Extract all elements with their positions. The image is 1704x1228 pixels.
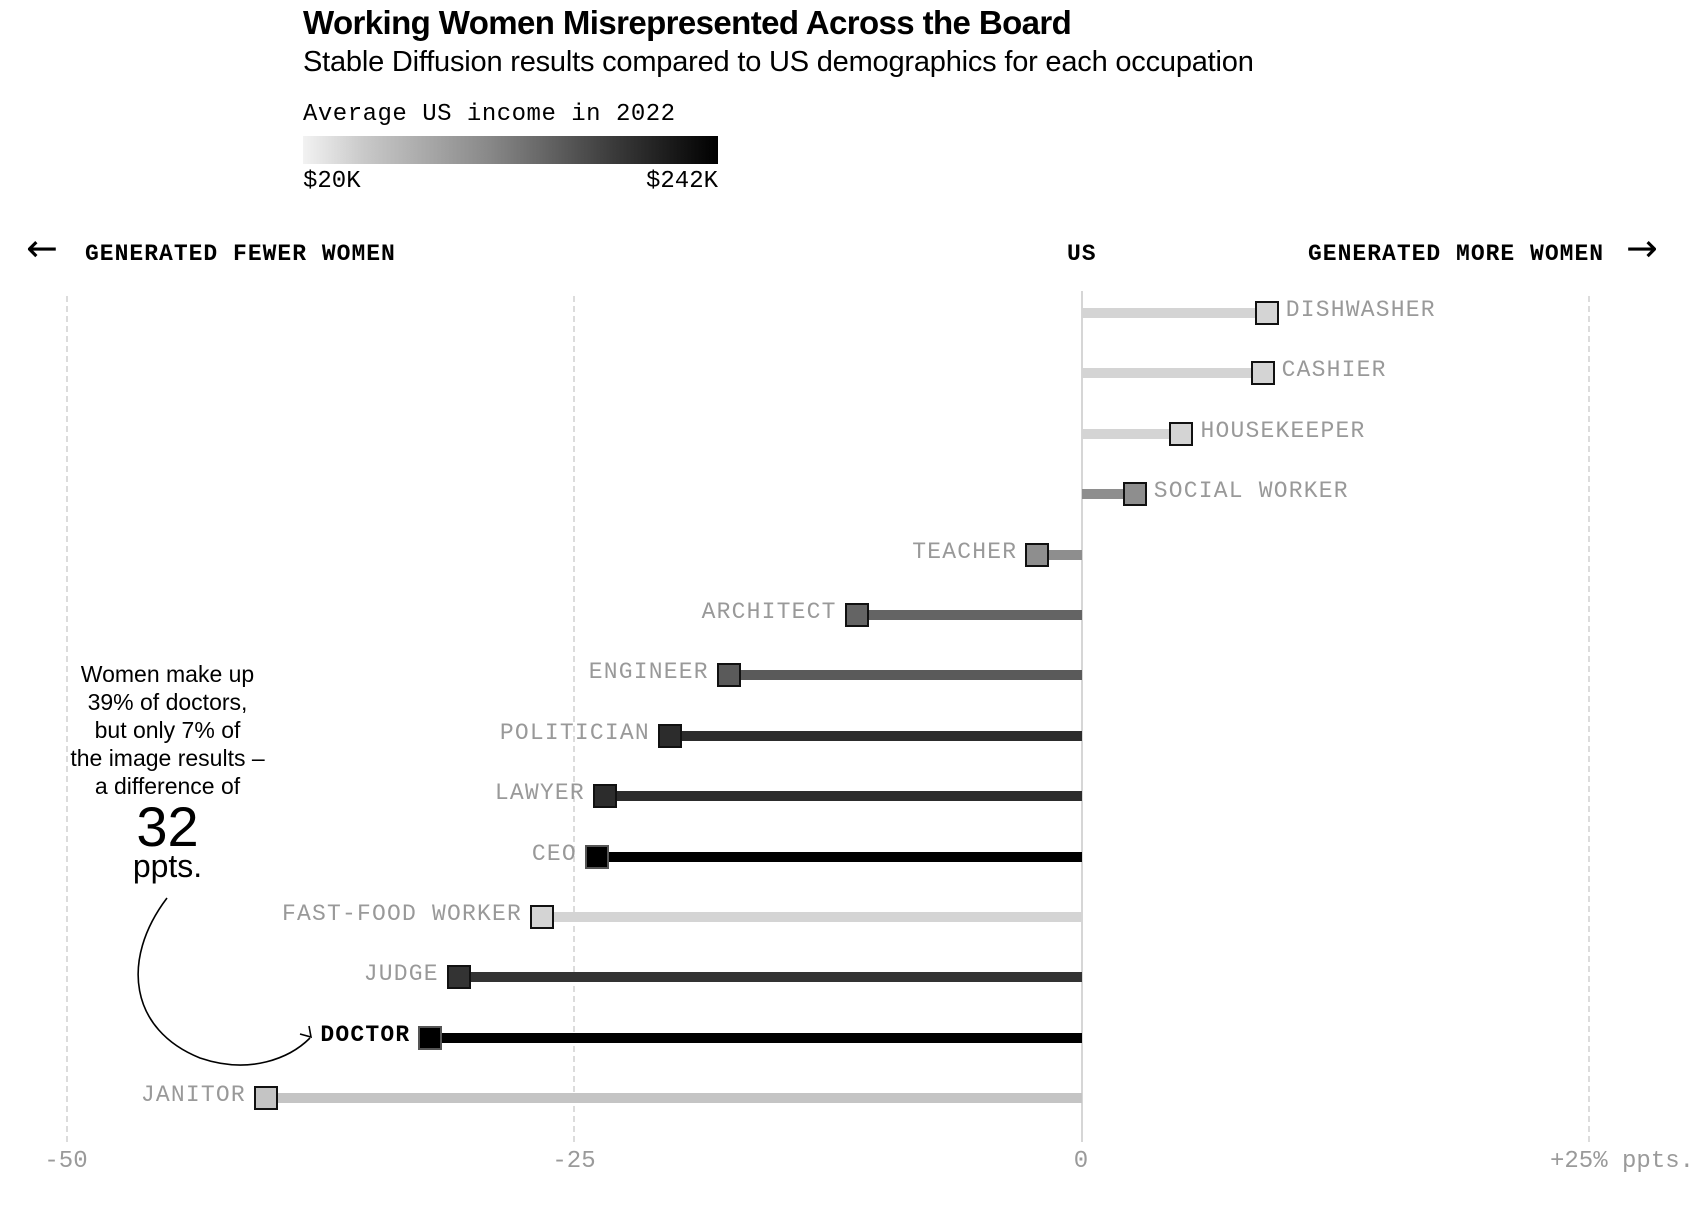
annotation-unit: ppts. [132, 848, 203, 884]
occupation-label: ARCHITECT [701, 599, 837, 625]
occupation-label: ENGINEER [588, 659, 709, 685]
bar [430, 1033, 1082, 1043]
occupation-label: CASHIER [1281, 357, 1387, 383]
gridline-minus-50 [66, 296, 68, 1142]
more-women-label: GENERATED MORE WOMEN [1308, 241, 1605, 267]
bar [856, 610, 1082, 620]
x-tick-minus-50: -50 [44, 1148, 88, 1175]
annotation-line: the image results – [70, 745, 265, 771]
occupation-label: HOUSEKEEPER [1200, 418, 1366, 444]
legend-max-label: $242K [645, 168, 718, 195]
income-gradient-legend [303, 136, 718, 164]
bar [669, 731, 1082, 741]
occupation-label: CEO [531, 841, 577, 867]
gridline-plus-25 [1588, 296, 1590, 1142]
data-point-marker [418, 1026, 443, 1050]
annotation-big-number: 32 [136, 795, 199, 858]
x-tick-plus-25: +25% ppts. [1550, 1148, 1695, 1175]
bar [458, 972, 1082, 982]
data-point-marker [1169, 422, 1194, 446]
us-baseline-label: US [1067, 241, 1097, 267]
occupation-label: JANITOR [140, 1082, 246, 1108]
data-point-marker [1250, 361, 1275, 385]
occupation-label: DISHWASHER [1285, 297, 1436, 323]
fewer-women-label: GENERATED FEWER WOMEN [85, 241, 396, 267]
data-point-marker [446, 965, 471, 989]
doctor-annotation: Women make up 39% of doctors, but only 7… [40, 660, 295, 884]
annotation-line: but only 7% of [94, 717, 241, 743]
data-point-marker [844, 603, 869, 627]
occupation-label: FAST-FOOD WORKER [281, 901, 523, 927]
chart-subtitle: Stable Diffusion results compared to US … [303, 46, 1254, 78]
zero-baseline [1081, 291, 1083, 1142]
gridline-minus-25 [573, 296, 575, 1142]
occupation-label: JUDGE [363, 961, 439, 987]
x-tick-zero: 0 [1073, 1148, 1089, 1175]
arrow-right-icon: → [1626, 226, 1658, 270]
x-tick-minus-25: -25 [552, 1148, 596, 1175]
occupation-label: LAWYER [494, 780, 585, 806]
annotation-line: 39% of doctors, [87, 689, 248, 715]
occupation-label: DOCTOR [320, 1022, 411, 1048]
chart-title: Working Women Misrepresented Across the … [303, 4, 1072, 41]
bar [596, 852, 1082, 862]
bar [1082, 429, 1182, 439]
bar [542, 912, 1082, 922]
occupation-label: SOCIAL WORKER [1153, 478, 1349, 504]
bar [1037, 550, 1082, 560]
bar [728, 670, 1082, 680]
data-point-marker [592, 784, 617, 808]
legend-min-label: $20K [303, 168, 361, 195]
arrow-left-icon: ← [26, 226, 58, 270]
annotation-line: a difference of [94, 773, 241, 799]
annotation-line: Women make up [80, 661, 255, 687]
bar [1082, 368, 1263, 378]
data-point-marker [584, 845, 609, 869]
occupation-label: TEACHER [912, 539, 1018, 565]
data-point-marker [1254, 301, 1279, 325]
legend-title: Average US income in 2022 [303, 101, 676, 128]
bar [265, 1093, 1082, 1103]
bar [604, 791, 1082, 801]
data-point-marker [1122, 482, 1147, 506]
bar [1082, 489, 1135, 499]
occupation-label: POLITICIAN [499, 720, 650, 746]
data-point-marker [657, 724, 682, 748]
data-point-marker [1025, 543, 1050, 567]
data-point-marker [530, 905, 555, 929]
data-point-marker [253, 1086, 278, 1110]
data-point-marker [716, 663, 741, 687]
bar [1082, 308, 1267, 318]
